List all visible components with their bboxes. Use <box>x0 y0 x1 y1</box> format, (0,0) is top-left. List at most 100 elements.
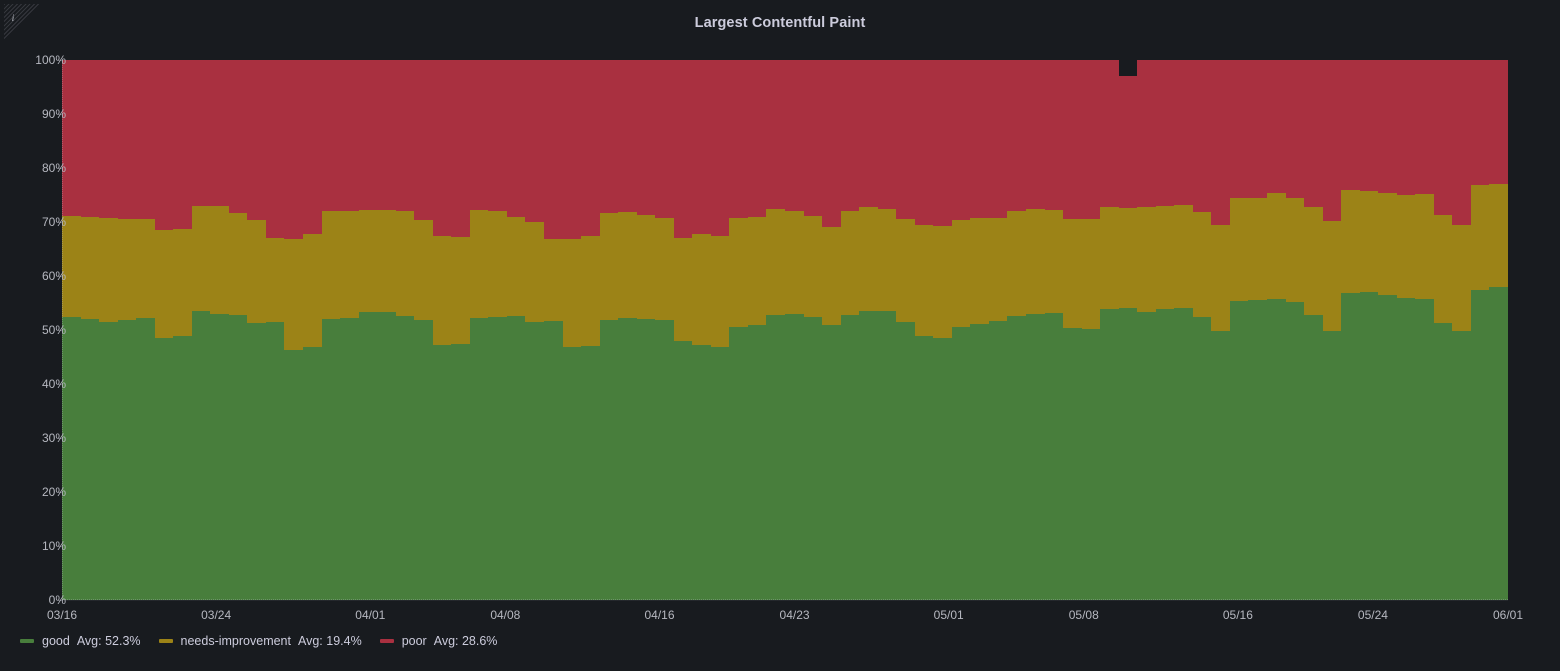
stacked-column[interactable] <box>1267 60 1287 600</box>
chart-legend[interactable]: good Avg: 52.3% needs-improvement Avg: 19.4… <box>20 634 515 648</box>
stacked-column[interactable] <box>1081 60 1101 600</box>
stacked-column[interactable] <box>303 60 323 600</box>
series-segment-needs-improvement <box>914 224 934 336</box>
series-segment-good <box>544 320 564 600</box>
stacked-column[interactable] <box>1415 60 1435 600</box>
stacked-column[interactable] <box>636 60 656 600</box>
stacked-column[interactable] <box>1396 60 1416 600</box>
legend-series-label: good <box>42 634 70 648</box>
legend-item-poor[interactable]: poor Avg: 28.6% <box>379 634 497 648</box>
stacked-column[interactable] <box>1359 60 1379 600</box>
stacked-column[interactable] <box>1378 60 1398 600</box>
stacked-column[interactable] <box>265 60 286 600</box>
series-segment-poor <box>340 60 360 212</box>
series-segment-poor <box>692 60 712 235</box>
stacked-column[interactable] <box>247 60 267 600</box>
series-segment-poor <box>859 60 879 207</box>
stacked-column[interactable] <box>451 60 471 600</box>
stacked-column[interactable] <box>655 60 675 600</box>
stacked-column[interactable] <box>1248 60 1268 600</box>
stacked-column[interactable] <box>506 60 527 600</box>
series-segment-needs-improvement <box>1044 209 1064 313</box>
stacked-column[interactable] <box>803 60 823 600</box>
stacked-column[interactable] <box>1229 60 1250 600</box>
series-segment-needs-improvement <box>618 211 638 319</box>
legend-item-needs-improvement[interactable]: needs-improvement Avg: 19.4% <box>158 634 362 648</box>
stacked-column[interactable] <box>1044 60 1064 600</box>
stacked-column[interactable] <box>822 60 842 600</box>
stacked-column[interactable] <box>1026 60 1046 600</box>
stacked-column[interactable] <box>859 60 879 600</box>
stacked-column[interactable] <box>469 60 489 600</box>
stacked-column[interactable] <box>1322 60 1342 600</box>
stacked-column[interactable] <box>154 60 174 600</box>
stacked-column[interactable] <box>1118 76 1138 600</box>
stacked-column[interactable] <box>544 60 564 600</box>
stacked-column[interactable] <box>1470 60 1491 600</box>
stacked-column[interactable] <box>99 60 119 600</box>
stacked-column[interactable] <box>710 60 730 600</box>
stacked-column[interactable] <box>210 60 230 600</box>
series-segment-good <box>62 316 82 600</box>
y-axis-tick-label: 40% <box>41 377 66 391</box>
stacked-column[interactable] <box>729 60 749 600</box>
legend-item-good[interactable]: good Avg: 52.3% <box>20 634 141 648</box>
stacked-column[interactable] <box>377 60 397 600</box>
stacked-column[interactable] <box>488 60 508 600</box>
stacked-column[interactable] <box>1192 60 1212 600</box>
stacked-column[interactable] <box>970 60 990 600</box>
stacked-column[interactable] <box>1452 60 1472 600</box>
stacked-column[interactable] <box>395 60 415 600</box>
stacked-column[interactable] <box>618 60 638 600</box>
stacked-column[interactable] <box>933 60 953 600</box>
stacked-column[interactable] <box>877 60 897 600</box>
stacked-column[interactable] <box>599 60 619 600</box>
stacked-column[interactable] <box>1211 60 1231 600</box>
stacked-column[interactable] <box>1137 60 1157 600</box>
stacked-column[interactable] <box>896 60 916 600</box>
stacked-column[interactable] <box>1489 60 1508 600</box>
stacked-column[interactable] <box>136 60 156 600</box>
stacked-column[interactable] <box>747 60 768 600</box>
stacked-column[interactable] <box>1063 60 1083 600</box>
series-segment-needs-improvement <box>1452 224 1472 331</box>
stacked-column[interactable] <box>358 60 378 600</box>
stacked-column[interactable] <box>562 60 582 600</box>
stacked-column[interactable] <box>432 60 452 600</box>
stacked-column[interactable] <box>228 60 248 600</box>
stacked-column[interactable] <box>1100 60 1120 600</box>
series-segment-good <box>265 321 286 600</box>
stacked-column[interactable] <box>321 60 341 600</box>
stacked-column[interactable] <box>191 60 211 600</box>
stacked-column[interactable] <box>117 60 137 600</box>
stacked-column[interactable] <box>1285 60 1305 600</box>
stacked-column[interactable] <box>1174 60 1194 600</box>
stacked-column[interactable] <box>914 60 934 600</box>
stacked-column[interactable] <box>1341 60 1361 600</box>
stacked-column[interactable] <box>766 60 786 600</box>
stacked-column[interactable] <box>673 60 693 600</box>
plot-area[interactable] <box>62 60 1508 601</box>
series-segment-needs-improvement <box>340 210 360 319</box>
stacked-column[interactable] <box>62 60 82 600</box>
stacked-column[interactable] <box>692 60 712 600</box>
stacked-column[interactable] <box>173 60 193 600</box>
stacked-column[interactable] <box>988 60 1009 600</box>
stacked-column[interactable] <box>840 60 860 600</box>
stacked-column[interactable] <box>1433 60 1453 600</box>
stacked-column[interactable] <box>1007 60 1027 600</box>
series-segment-needs-improvement <box>506 216 527 316</box>
stacked-column[interactable] <box>414 60 434 600</box>
series-segment-poor <box>785 60 805 212</box>
stacked-column[interactable] <box>785 60 805 600</box>
stacked-column[interactable] <box>340 60 360 600</box>
info-icon[interactable]: i <box>11 13 15 23</box>
stacked-column[interactable] <box>284 60 304 600</box>
stacked-column[interactable] <box>1155 60 1175 600</box>
stacked-column[interactable] <box>951 60 971 600</box>
stacked-column[interactable] <box>1304 60 1324 600</box>
stacked-column[interactable] <box>581 60 601 600</box>
series-segment-needs-improvement <box>1304 206 1324 315</box>
stacked-column[interactable] <box>80 60 100 600</box>
stacked-column[interactable] <box>525 60 545 600</box>
